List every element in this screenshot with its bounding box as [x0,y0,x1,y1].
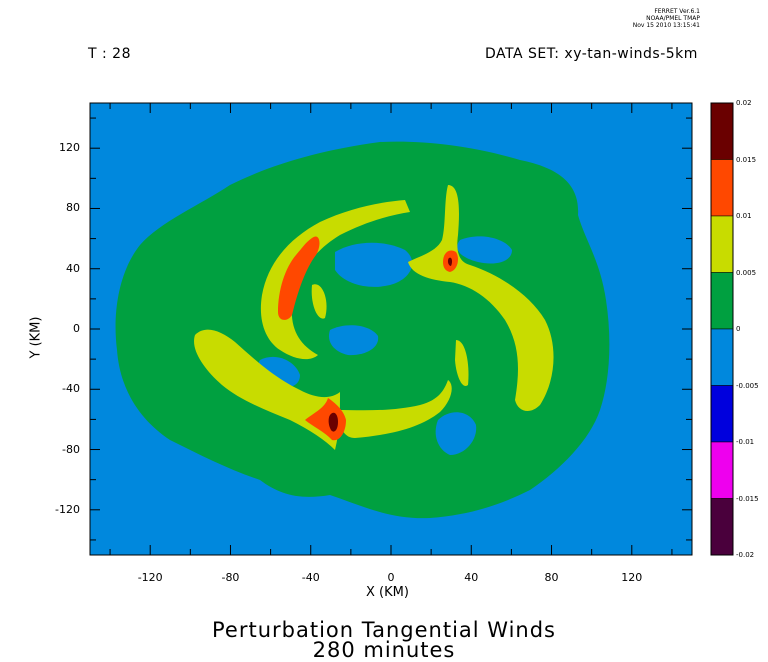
inner-blue-hole-4 [457,236,512,264]
ferret-org: NOAA/PMEL TMAP [646,15,700,22]
yellow-south-arm [194,329,340,450]
y-axis-ticks [90,117,692,541]
yellow-northeast-arm [408,185,554,412]
colorbar-label: 0.02 [736,99,752,107]
y-axis-label: Y (KM) [28,316,44,359]
x-axis-ticks [109,103,673,555]
y-tick-label: 80 [66,201,80,215]
yellow-west-blob [311,284,327,319]
inner-blue-hole-2 [328,325,379,356]
x-tick-label: 120 [621,571,643,584]
colorbar [710,102,734,556]
colorbar-label: 0.01 [736,212,752,220]
chart-title: Perturbation Tangential Winds [212,618,556,642]
time-label: T : 28 [88,46,131,62]
yellow-northwest-arm [260,200,410,360]
ferret-date: Nov 15 2010 13:15:41 [632,22,700,29]
orange-northwest-core [278,236,320,320]
colorbar-swatch [710,498,734,556]
y-tick-label: 120 [59,141,80,155]
yellow-east-blob [455,340,469,386]
y-tick-label: -40 [62,382,80,396]
y-tick-label: -80 [62,442,80,456]
ferret-version: FERRET Ver.6.1 [654,8,700,15]
colorbar-swatch [710,102,734,160]
y-tick-label: -120 [55,502,80,516]
darkred-northeast-core [447,257,453,266]
x-tick-label: 40 [464,571,479,584]
y-tick-label: 40 [66,261,80,275]
inner-blue-hole-5 [435,412,477,455]
colorbar-swatch [710,272,734,330]
colorbar-swatch [710,385,734,443]
colorbar-swatch [710,441,734,499]
dataset-label: DATA SET: xy-tan-winds-5km [485,46,698,62]
inner-blue-hole-1 [335,242,413,287]
colorbar-swatch [710,328,734,386]
yellow-south-arm-tail [335,380,452,438]
ferret-stamp: FERRET Ver.6.1 NOAA/PMEL TMAP Nov 15 201… [600,8,700,29]
x-tick-label: 0 [387,571,395,584]
colorbar-border [710,102,734,556]
x-tick-label: -40 [301,571,320,584]
x-tick-label: 80 [544,571,559,584]
colorbar-label: -0.01 [736,438,755,446]
darkred-south-core [328,412,338,432]
x-tick-label: -120 [137,571,163,584]
colorbar-label: -0.02 [736,551,755,559]
colorbar-label: 0 [736,325,741,333]
colorbar-label: -0.005 [736,381,759,390]
colorbar-label: -0.015 [736,494,759,503]
x-axis-label: X (KM) [366,585,409,600]
colorbar-swatch [710,215,734,273]
chart-subtitle: 280 minutes [312,638,456,662]
colorbar-label: 0.015 [736,155,757,164]
plot-field [90,103,692,555]
y-tick-label: 0 [73,322,80,335]
colorbar-label: 0.005 [736,268,757,277]
colorbar-swatch [710,159,734,217]
x-tick-label: -80 [221,571,240,584]
